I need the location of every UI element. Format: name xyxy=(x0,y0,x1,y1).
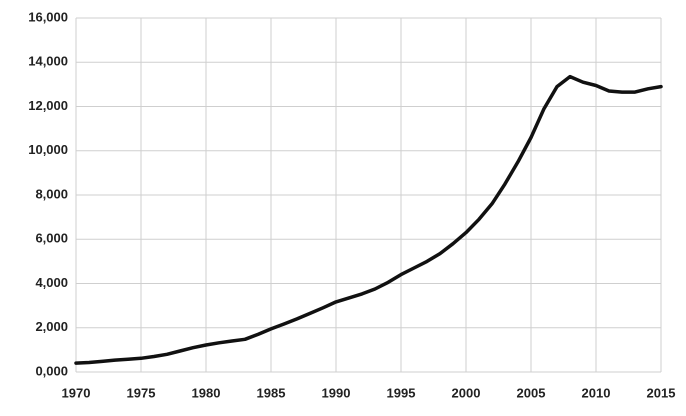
x-tick-label: 2015 xyxy=(647,385,676,400)
y-tick-label: 4,000 xyxy=(35,275,68,290)
y-tick-label: 14,000 xyxy=(28,54,68,69)
x-tick-label: 1990 xyxy=(322,385,351,400)
x-tick-label: 1975 xyxy=(127,385,156,400)
y-tick-label: 0,000 xyxy=(35,363,68,378)
y-tick-label: 2,000 xyxy=(35,319,68,334)
y-tick-label: 12,000 xyxy=(28,98,68,113)
y-tick-label: 6,000 xyxy=(35,231,68,246)
data-line xyxy=(74,74,663,365)
y-tick-label: 8,000 xyxy=(35,186,68,201)
y-tick-label: 10,000 xyxy=(28,142,68,157)
x-tick-label: 1980 xyxy=(192,385,221,400)
y-tick-label: 16,000 xyxy=(28,9,68,24)
x-tick-label: 2010 xyxy=(582,385,611,400)
x-tick-label: 1995 xyxy=(387,385,416,400)
x-tick-label: 1985 xyxy=(257,385,286,400)
x-tick-label: 2000 xyxy=(452,385,481,400)
x-tick-label: 2005 xyxy=(517,385,546,400)
x-tick-label: 1970 xyxy=(62,385,91,400)
